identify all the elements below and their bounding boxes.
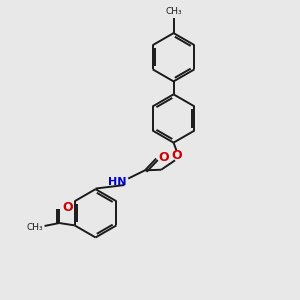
Text: O: O — [171, 148, 182, 161]
Text: CH₃: CH₃ — [26, 223, 43, 232]
Text: O: O — [63, 201, 74, 214]
Text: O: O — [158, 151, 169, 164]
Text: CH₃: CH₃ — [165, 7, 182, 16]
Text: HN: HN — [108, 176, 127, 187]
